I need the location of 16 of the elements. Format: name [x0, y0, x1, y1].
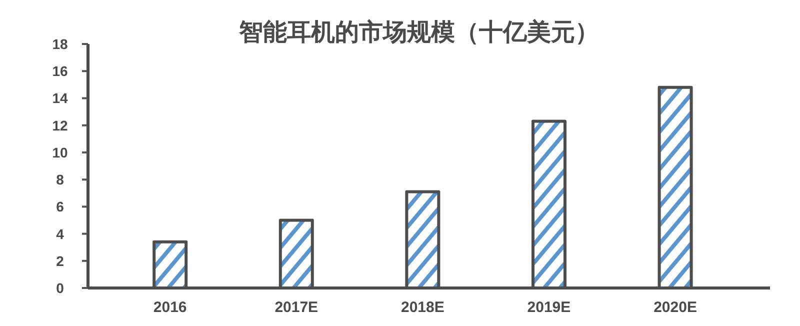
y-tick-label: 0 [56, 280, 64, 296]
x-tick-label: 2016 [153, 299, 187, 316]
y-tick-label: 14 [52, 90, 68, 106]
y-tick-label: 2 [56, 252, 64, 269]
x-tick-label: 2018E [401, 299, 444, 316]
y-tick-label: 12 [52, 117, 68, 134]
y-tick-label: 10 [52, 144, 68, 160]
x-tick-label: 2020E [654, 299, 697, 316]
y-tick-label: 16 [52, 63, 68, 80]
y-tick-label: 6 [56, 198, 64, 215]
y-tick-label: 18 [52, 36, 68, 52]
title: 智能耳机的市场规模（十亿美元） [239, 19, 599, 46]
x-tick-label: 2017E [274, 299, 318, 316]
y-tick-label: 4 [56, 226, 64, 242]
x-tick-label: 2019E [527, 299, 571, 316]
y-tick-label: 8 [56, 172, 64, 188]
